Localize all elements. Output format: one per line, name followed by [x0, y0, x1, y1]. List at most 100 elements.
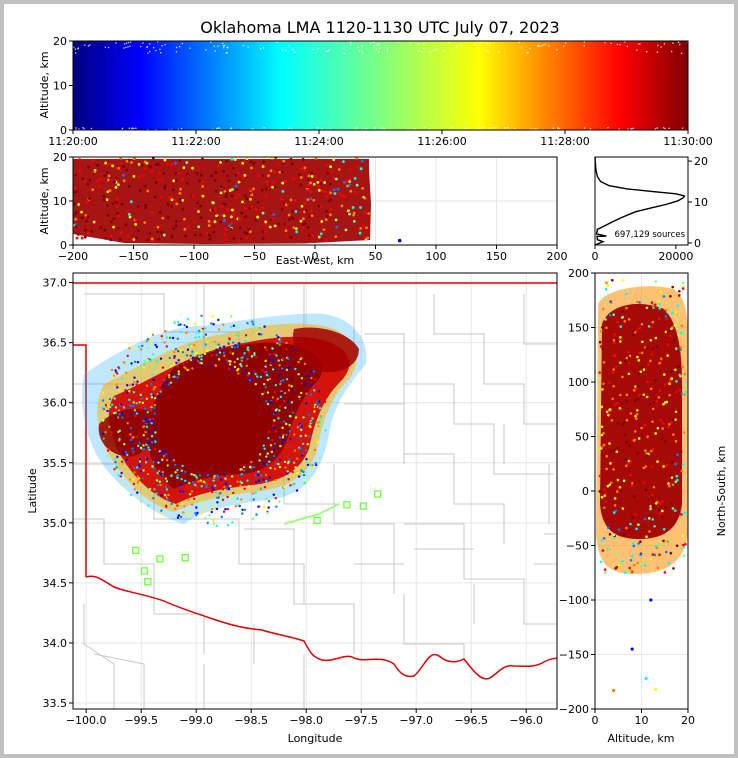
plan-view-source	[283, 438, 286, 442]
east-west-source	[348, 177, 352, 181]
north-south-source	[613, 403, 616, 407]
plan-view-source	[133, 360, 137, 364]
east-west-source	[261, 165, 265, 169]
plan-view-source	[156, 392, 159, 396]
plan-view-source	[198, 495, 202, 498]
plan-view-source	[155, 479, 159, 482]
east-west-source	[261, 230, 265, 234]
east-west-source	[359, 167, 363, 171]
north-south-source	[677, 334, 680, 337]
plan-view-source	[180, 478, 183, 481]
plan-view-source	[237, 372, 240, 375]
north-south-source	[602, 361, 606, 364]
east-west-source	[284, 229, 288, 233]
north-south-source	[658, 502, 662, 505]
east-west-source	[261, 211, 265, 215]
plan-view-source	[226, 507, 229, 511]
north-south-source	[612, 449, 616, 452]
east-west-source	[107, 174, 111, 178]
north-south-source	[630, 569, 633, 573]
plan-view-source	[270, 450, 274, 453]
east-west-source	[264, 195, 268, 198]
north-south-source	[602, 382, 605, 386]
plan-view-source	[159, 388, 163, 392]
plan-view-source	[143, 407, 147, 410]
plan-view-source	[138, 493, 141, 497]
north-south-source	[665, 317, 669, 321]
plan-view-source	[247, 372, 251, 375]
north-south-axis-tick-label: 150	[568, 322, 589, 335]
east-west-source	[199, 216, 203, 220]
north-south-source	[644, 449, 647, 452]
plan-view-source	[152, 378, 155, 382]
east-west-source	[281, 189, 285, 193]
plan-view-source	[315, 400, 318, 404]
plan-view-source	[149, 359, 152, 363]
east-west-source	[87, 197, 91, 201]
north-south-source	[642, 368, 646, 371]
east-west-source	[237, 239, 241, 242]
time-altitude-source	[381, 127, 383, 129]
time-altitude-source	[618, 128, 620, 130]
north-south-source	[628, 354, 632, 358]
north-south-source	[655, 546, 659, 550]
east-west-source	[281, 181, 285, 185]
time-altitude-source	[507, 127, 509, 129]
plan-view-source	[305, 478, 308, 482]
north-south-source	[608, 532, 612, 536]
plan-view-source	[293, 348, 297, 352]
north-south-source	[631, 482, 634, 485]
plan-view-source	[263, 325, 266, 328]
time-altitude-source	[583, 127, 586, 129]
plan-view-source	[114, 369, 117, 372]
north-south-source	[643, 423, 647, 426]
plan-view-source	[108, 425, 111, 429]
north-south-source	[658, 361, 661, 365]
time-altitude-source	[660, 46, 662, 48]
time-altitude-source	[329, 128, 331, 130]
time-altitude-source	[135, 127, 137, 129]
plan-view-source	[155, 345, 159, 349]
time-altitude-source	[421, 51, 423, 53]
time-altitude-source	[104, 46, 107, 48]
plan-view-source	[122, 451, 125, 455]
east-west-source	[184, 234, 188, 238]
north-south-source	[676, 304, 679, 307]
east-west-source	[235, 188, 239, 191]
north-south-source	[662, 465, 665, 468]
east-west-source	[307, 183, 310, 187]
time-altitude-source	[479, 42, 481, 44]
east-west-source	[312, 198, 316, 202]
plan-view-source	[120, 412, 124, 415]
east-west-source	[225, 238, 228, 242]
east-west-source	[102, 194, 106, 198]
east-west-source	[243, 173, 247, 177]
time-axis-tick-label: 11:24:00	[294, 135, 343, 148]
time-altitude-source	[83, 128, 85, 130]
longitude-axis-tick-label: −99.5	[124, 714, 158, 727]
plan-view-source	[250, 460, 253, 464]
east-west-source	[263, 230, 267, 234]
north-south-source	[632, 329, 635, 333]
north-south-source	[676, 478, 679, 482]
time-altitude-source	[619, 43, 621, 46]
plan-view-source	[124, 451, 128, 454]
time-altitude-source	[291, 128, 293, 130]
time-altitude-source	[121, 127, 124, 130]
plan-view-source	[213, 484, 217, 487]
north-south-source	[614, 365, 618, 369]
east-west-outlier-source	[397, 238, 402, 243]
plan-view-source	[227, 487, 231, 491]
plan-view-source	[264, 497, 268, 501]
plan-view-source	[243, 487, 246, 490]
plan-view-source	[165, 458, 169, 462]
north-south-source	[622, 479, 626, 483]
plan-view-source	[117, 430, 120, 434]
north-south-source	[679, 331, 683, 335]
plan-view-source	[99, 423, 103, 427]
plan-view-source	[272, 426, 276, 429]
plan-view-source	[267, 506, 270, 509]
plan-view-source	[298, 395, 301, 399]
east-west-source	[107, 162, 111, 166]
east-west-source	[329, 165, 333, 169]
